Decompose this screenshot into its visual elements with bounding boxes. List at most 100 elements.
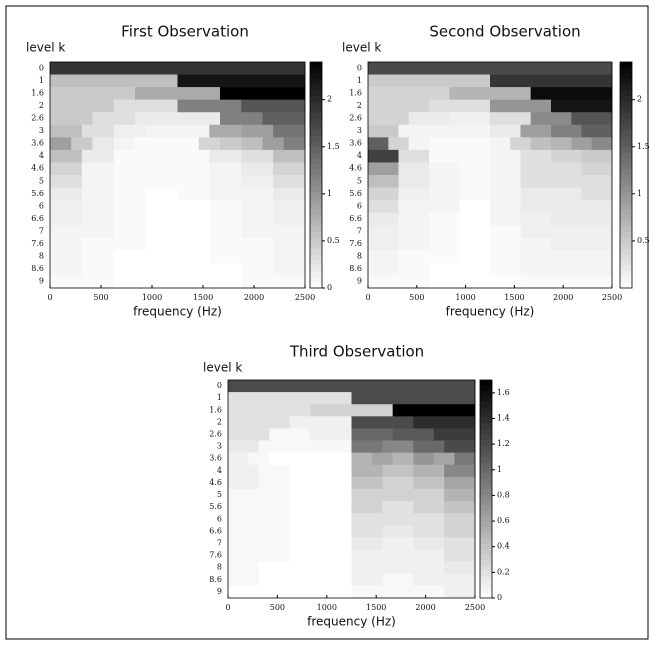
y-tick-label: 0: [357, 63, 362, 72]
chart-title: First Observation: [121, 23, 249, 41]
heat-cell: [50, 175, 83, 188]
heat-cell: [530, 87, 613, 100]
heat-cell: [81, 237, 115, 251]
heat-cell: [429, 212, 460, 226]
heat-cell: [273, 175, 306, 188]
y-tick-label: 9: [39, 277, 44, 286]
colorbar-step: [620, 101, 632, 108]
colorbar-step: [310, 254, 322, 261]
y-axis-label: level k: [203, 361, 242, 375]
heat-cell: [228, 573, 260, 587]
heat-cell: [449, 87, 531, 100]
heat-cell: [382, 573, 414, 587]
heat-cell: [382, 525, 414, 538]
y-tick-label: 3: [217, 442, 222, 451]
heat-cell: [382, 561, 414, 575]
y-tick-label: 1.6: [209, 405, 222, 414]
heat-cell: [490, 137, 511, 151]
heat-cell: [228, 392, 352, 405]
colorbar-step: [310, 112, 322, 119]
heat-cell: [81, 275, 115, 289]
heat-cell: [258, 561, 291, 575]
heat-cell: [444, 440, 476, 453]
heat-cell: [551, 250, 582, 264]
heat-cell: [228, 416, 291, 429]
heat-cell: [551, 237, 582, 251]
heat-cell: [429, 175, 460, 188]
heat-cell: [368, 187, 399, 201]
heat-cell: [459, 175, 491, 188]
y-tick-label: 2: [217, 417, 222, 426]
heat-cell: [273, 149, 306, 163]
heat-cell: [459, 200, 491, 213]
heat-cell: [351, 440, 383, 453]
colorbar-step: [620, 276, 632, 283]
heat-cell: [258, 573, 291, 587]
heat-cell: [490, 175, 521, 188]
colorbar-border: [479, 379, 493, 599]
heat-cell: [490, 99, 552, 113]
heat-cell: [398, 250, 430, 264]
heat-cell: [413, 440, 445, 453]
plot-border: [227, 379, 476, 599]
heat-cell: [459, 212, 491, 226]
y-tick-label: 5: [39, 176, 44, 185]
heat-cell: [113, 225, 146, 239]
heat-cell: [490, 212, 521, 226]
heat-cell: [209, 250, 242, 264]
heat-cell: [177, 225, 210, 239]
heat-cell: [551, 275, 582, 289]
heat-cell: [258, 476, 291, 490]
heat-cell: [581, 149, 613, 163]
heat-cell: [177, 250, 210, 264]
colorbar-step: [310, 78, 322, 85]
heat-cell: [320, 549, 352, 562]
colorbar-step: [480, 478, 492, 484]
colorbar-step: [620, 197, 632, 204]
heat-cell: [382, 489, 414, 502]
heat-cell: [241, 162, 274, 176]
colorbar-step: [620, 254, 632, 261]
heat-cell: [289, 452, 311, 466]
heat-cell: [113, 237, 146, 251]
colorbar-tick-label: 0.8: [497, 490, 510, 499]
heat-cell: [581, 275, 613, 289]
heat-cell: [382, 549, 414, 562]
colorbar-tick-label: 0.6: [497, 516, 510, 525]
heat-cell: [413, 501, 445, 514]
heat-cell: [320, 525, 352, 538]
colorbar-step: [310, 248, 322, 255]
colorbar-step: [310, 101, 322, 108]
x-tick-label: 1500: [366, 603, 386, 612]
colorbar-step: [620, 180, 632, 187]
y-tick-label: 2.6: [209, 430, 222, 439]
heat-cell: [241, 137, 263, 151]
colorbar-step: [310, 197, 322, 204]
colorbar-step: [310, 73, 322, 80]
heat-cell: [398, 187, 430, 201]
x-tick-label: 1000: [142, 293, 162, 302]
colorbar-step: [620, 259, 632, 266]
heat-cell: [50, 262, 83, 276]
colorbar-step: [480, 439, 492, 446]
heat-cell: [454, 452, 476, 466]
heat-cell: [209, 237, 242, 251]
heat-cell: [262, 137, 285, 151]
heat-cell: [320, 501, 352, 514]
y-tick-label: 3: [357, 126, 362, 135]
heat-cell: [449, 112, 491, 126]
heat-cell: [81, 262, 115, 276]
y-tick-label: 4: [39, 151, 44, 160]
heat-cell: [459, 162, 491, 176]
heat-cell: [510, 137, 531, 151]
heat-cell: [490, 262, 521, 276]
heat-cell: [145, 275, 178, 289]
heat-cell: [320, 464, 352, 478]
y-tick-label: 1.6: [349, 88, 362, 97]
heat-cell: [228, 452, 249, 466]
y-tick-label: 3.6: [349, 139, 362, 148]
heat-cell: [81, 175, 115, 188]
heat-cell: [177, 187, 210, 201]
heat-cell: [372, 452, 393, 466]
heat-cell: [398, 149, 430, 163]
